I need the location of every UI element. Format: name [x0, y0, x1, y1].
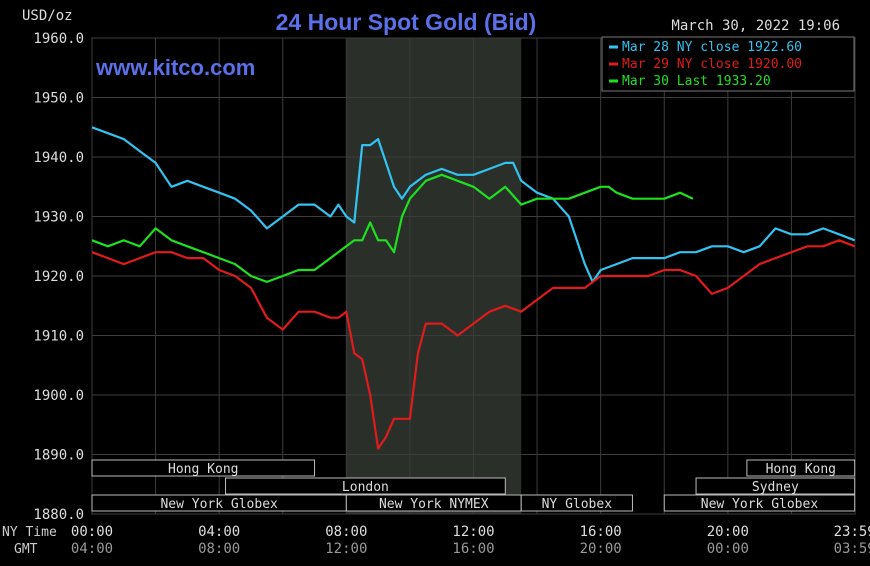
session-bar [746, 459, 856, 477]
legend-entry: Mar 28 NY close 1922.60 [622, 40, 802, 55]
gmt-label: GMT [14, 542, 38, 557]
session-bar [520, 494, 633, 512]
x-tick-label-ny: 12:00 [452, 524, 494, 540]
session-bar [225, 477, 506, 495]
x-tick-label-gmt: 12:00 [325, 541, 367, 557]
legend: Mar 28 NY close 1922.60 Mar 29 NY close 1… [609, 40, 802, 89]
legend-box [601, 36, 855, 92]
y-tick-label: 1880.0 [33, 507, 84, 523]
y-tick-label: 1900.0 [33, 388, 84, 404]
legend-entry: Mar 30 Last 1933.20 [622, 74, 771, 89]
grid-lines [91, 37, 856, 515]
series-line [91, 126, 856, 283]
x-tick-label-gmt: 03:59 [834, 541, 870, 557]
y-tick-label: 1950.0 [33, 91, 84, 107]
session-bars: Hong Kong Hong Kong London Sydney New York G… [91, 459, 856, 512]
unit-label: USD/oz [22, 8, 73, 24]
session-label: NY Globex [542, 497, 613, 512]
y-tick-label: 1940.0 [33, 150, 84, 166]
y-tick-label: 1920.0 [33, 269, 84, 285]
x-tick-label-gmt: 04:00 [71, 541, 113, 557]
x-tick-label-gmt: 20:00 [580, 541, 622, 557]
series-line [91, 239, 856, 450]
x-tick-label-ny: 20:00 [707, 524, 749, 540]
session-label: New York Globex [160, 497, 278, 512]
x-tick-label-ny: 00:00 [71, 524, 113, 540]
y-tick-label: 1930.0 [33, 210, 84, 226]
session-label: Hong Kong [168, 462, 238, 477]
session-label: Hong Kong [766, 462, 836, 477]
x-tick-label-ny: 08:00 [325, 524, 367, 540]
y-tick-label: 1960.0 [33, 31, 84, 47]
y-tick-label: 1910.0 [33, 329, 84, 345]
timestamp: March 30, 2022 19:06 [671, 18, 840, 34]
session-label: Sydney [752, 480, 799, 495]
x-tick-label-ny: 23:59 [834, 524, 870, 540]
legend-entry: Mar 29 NY close 1920.00 [622, 57, 802, 72]
session-bar [91, 459, 316, 477]
x-tick-label-ny: 04:00 [198, 524, 240, 540]
x-tick-label-gmt: 00:00 [707, 541, 749, 557]
y-tick-labels: 1960.0 1950.0 1940.0 1930.0 1920.0 1910.0 1900… [33, 31, 84, 523]
session-label: New York Globex [701, 497, 819, 512]
x-tick-label-gmt: 16:00 [452, 541, 494, 557]
x-tick-label-ny: 16:00 [580, 524, 622, 540]
y-tick-label: 1890.0 [33, 448, 84, 464]
watermark-url: www.kitco.com [95, 55, 255, 80]
session-bar [663, 494, 856, 512]
ny-time-label: NY Time [2, 525, 57, 540]
x-tick-label-gmt: 08:00 [198, 541, 240, 557]
chart-title: 24 Hour Spot Gold (Bid) [276, 9, 537, 35]
session-label: New York NYMEX [379, 497, 489, 512]
series-line [91, 173, 694, 283]
price-series [91, 126, 856, 450]
x-tick-labels: 00:0004:0008:0012:0016:0020:0023:5904:00… [71, 524, 870, 557]
session-label: London [342, 480, 389, 495]
session-bar [695, 477, 856, 495]
